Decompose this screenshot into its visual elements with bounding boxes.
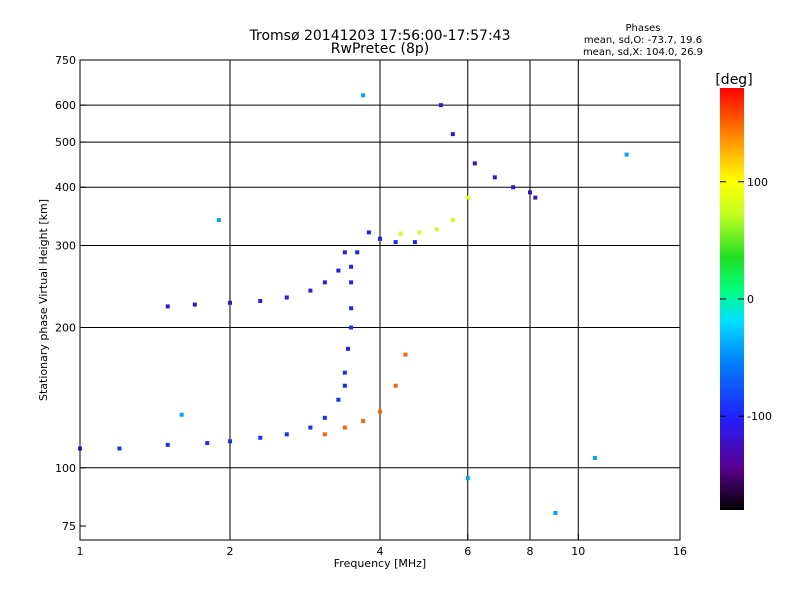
data-point: [553, 510, 558, 515]
data-point: [284, 432, 289, 437]
data-point: [349, 280, 354, 285]
data-point: [349, 325, 354, 330]
data-points: [78, 93, 629, 515]
data-point: [378, 236, 382, 241]
data-point: [284, 295, 289, 300]
data-point: [308, 425, 313, 430]
data-point: [349, 264, 354, 269]
data-point: [361, 419, 366, 424]
data-point: [216, 218, 221, 223]
data-point: [228, 300, 232, 305]
x-tick-label: 16: [673, 545, 687, 558]
x-tick-label: 6: [464, 545, 471, 558]
colorbar-ticks: 100 0 -100: [720, 176, 772, 423]
data-point: [393, 240, 398, 245]
y-tick-label: 75: [62, 520, 76, 533]
stats-heading: Phases: [625, 23, 660, 34]
data-point: [342, 370, 347, 375]
data-point: [336, 268, 341, 273]
data-point: [438, 103, 443, 108]
data-point: [403, 352, 408, 357]
y-tick-label: 400: [55, 181, 76, 194]
data-point: [336, 397, 341, 402]
data-point: [355, 250, 360, 255]
data-point: [258, 298, 263, 303]
data-point: [342, 250, 347, 255]
axis-ticks: 1 2 4 6 8 10 16 75 100 200 300 400 500 600 750: [55, 54, 687, 558]
data-point: [366, 230, 371, 235]
y-tick-label: 200: [55, 322, 76, 335]
data-point: [205, 441, 210, 446]
data-point: [361, 93, 366, 98]
data-point: [258, 435, 263, 440]
data-point: [533, 195, 538, 200]
chart-subtitle: RwPretec (8p): [331, 41, 429, 57]
data-point: [345, 346, 350, 351]
data-point: [322, 432, 327, 437]
y-tick-label: 300: [55, 239, 76, 252]
data-point: [511, 185, 516, 190]
data-point: [450, 132, 455, 137]
data-point: [228, 439, 232, 444]
y-tick-label: 100: [55, 462, 76, 475]
data-point: [450, 218, 455, 223]
x-tick-label: 8: [527, 545, 534, 558]
x-tick-label: 2: [227, 545, 234, 558]
colorbar-label: [deg]: [715, 72, 752, 88]
data-point: [528, 190, 532, 195]
y-axis-label: Stationary phase Virtual Height [km]: [37, 199, 50, 401]
data-point: [165, 304, 170, 309]
colorbar-tick-label: 0: [747, 293, 754, 306]
data-point: [398, 231, 403, 236]
data-point: [349, 306, 354, 311]
grid-lines: [80, 60, 680, 540]
data-point: [624, 152, 629, 157]
data-point: [322, 415, 327, 420]
data-point: [393, 383, 398, 388]
data-point: [165, 442, 170, 447]
data-point: [342, 383, 347, 388]
stats-o-line: mean, sd,O: -73.7, 19.6: [584, 35, 702, 46]
chart-title: Tromsø 20141203 17:56:00-17:57:43: [249, 28, 511, 44]
data-point: [192, 302, 197, 307]
data-point: [412, 240, 417, 245]
data-point: [308, 288, 313, 293]
y-tick-label: 500: [55, 136, 76, 149]
x-tick-label: 10: [571, 545, 585, 558]
data-point: [492, 175, 497, 180]
data-point: [465, 195, 470, 200]
data-point: [434, 227, 439, 232]
data-point: [592, 455, 597, 460]
colorbar-tick-label: -100: [747, 410, 772, 423]
data-point: [342, 425, 347, 430]
x-tick-label: 4: [377, 545, 384, 558]
data-point: [179, 412, 184, 417]
x-axis-label: Frequency [MHz]: [334, 557, 426, 570]
y-tick-label: 600: [55, 99, 76, 112]
data-point: [472, 161, 477, 166]
stats-x-line: mean, sd,X: 104.0, 26.9: [583, 47, 703, 58]
data-point: [417, 230, 422, 235]
colorbar-tick-label: 100: [747, 176, 768, 189]
data-point: [378, 409, 382, 414]
x-tick-label: 1: [77, 545, 84, 558]
y-tick-label: 750: [55, 54, 76, 67]
data-point: [117, 446, 122, 451]
data-point: [322, 280, 327, 285]
data-point: [465, 476, 470, 481]
